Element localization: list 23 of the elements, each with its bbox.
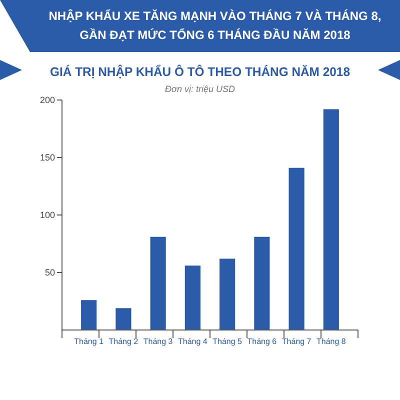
x-tick-label: Tháng 2: [108, 337, 139, 346]
y-tick-label: 50: [44, 268, 55, 278]
x-tick-label: Tháng 8: [316, 337, 346, 346]
x-tick-label: Tháng 6: [247, 337, 278, 346]
x-tick-label: Tháng 7: [282, 337, 312, 346]
bar: [220, 258, 236, 330]
x-tick-label: Tháng 4: [178, 337, 208, 346]
bar: [116, 308, 132, 330]
x-tick-label: Tháng 3: [143, 337, 174, 346]
bar: [184, 266, 200, 330]
text: Đơn vị: triệu USD: [165, 84, 236, 94]
x-tick-label: Tháng 5: [212, 337, 243, 346]
bar: [150, 236, 166, 330]
bar: [254, 236, 270, 330]
bar: [288, 168, 304, 330]
y-tick-label: 100: [40, 210, 55, 220]
chart-subtitle: GIÁ TRỊ NHẬP KHẨU Ô TÔ THEO THÁNG NĂM 2018: [50, 64, 358, 79]
y-tick-label: 200: [40, 95, 55, 106]
y-tick-label: 150: [40, 152, 55, 163]
x-tick-label: Tháng 1: [74, 337, 104, 346]
bar: [81, 300, 97, 330]
chart-title: NHẬP KHẨU XE TĂNG MẠNH VÀO THÁNG 7 VÀ THÁNG 8, GẦN ĐẠT MỨC TỔNG 6 THÁNG ĐẦU NĂM 2018: [48, 9, 382, 42]
bar: [323, 109, 339, 330]
